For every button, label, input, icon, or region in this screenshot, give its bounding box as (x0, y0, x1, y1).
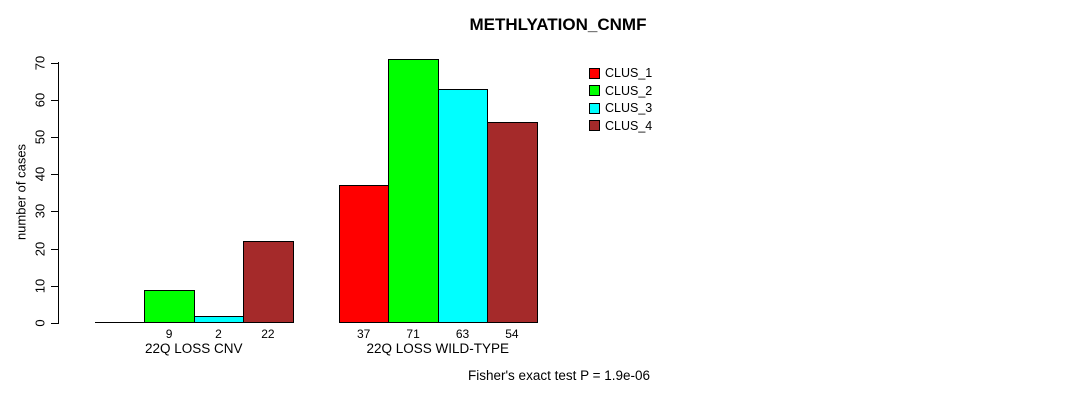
bar-value-label: 9 (165, 327, 173, 341)
legend-item: CLUS_4 (589, 119, 652, 133)
bar-clus_4 (487, 122, 538, 323)
y-tick-label: 40 (32, 166, 48, 182)
legend-item: CLUS_2 (589, 84, 652, 98)
y-tick (51, 286, 58, 287)
y-tick-label: 0 (32, 319, 48, 327)
group-label: 22Q LOSS CNV (145, 341, 243, 356)
bar-clus_1 (95, 322, 145, 323)
legend-label: CLUS_3 (605, 101, 653, 115)
y-tick-label: 10 (32, 278, 48, 294)
footnote: Fisher's exact test P = 1.9e-06 (467, 368, 651, 383)
y-tick-label: 70 (32, 55, 48, 71)
y-tick (51, 211, 58, 212)
bar-value-label: 71 (406, 327, 420, 341)
bar-clus_1 (339, 185, 389, 323)
bar-clus_2 (388, 59, 439, 323)
legend-swatch (589, 120, 600, 131)
legend-swatch (589, 102, 600, 114)
bar-clus_2 (144, 290, 195, 323)
y-tick (51, 137, 58, 138)
bar-value-label: 2 (215, 327, 222, 341)
bar-clus_4 (243, 241, 294, 323)
group-label: 22Q LOSS WILD-TYPE (366, 341, 510, 356)
legend-item: CLUS_3 (589, 101, 652, 115)
bar-value-label: 37 (357, 327, 371, 341)
bar-value-label: 54 (505, 327, 519, 341)
y-tick (51, 100, 58, 101)
chart-title: METHLYATION_CNMF (469, 15, 647, 34)
y-axis-label: number of cases (13, 143, 29, 241)
legend-swatch (589, 67, 600, 79)
bar-value-label: 63 (455, 327, 470, 341)
y-tick (51, 249, 58, 250)
legend-swatch (589, 85, 600, 96)
y-tick (51, 63, 58, 64)
legend-label: CLUS_1 (605, 66, 653, 80)
y-tick-label: 20 (32, 241, 48, 257)
legend: CLUS_1 CLUS_2 CLUS_3 CLUS_4 (589, 66, 652, 133)
y-tick-label: 30 (32, 203, 48, 219)
bar-value-label: 22 (261, 327, 275, 341)
y-tick (51, 323, 58, 324)
y-axis-line (58, 62, 59, 324)
legend-label: CLUS_2 (605, 83, 653, 98)
bar-clus_3 (438, 89, 488, 323)
legend-label: CLUS_4 (605, 118, 653, 133)
legend-item: CLUS_1 (589, 66, 652, 80)
y-tick (51, 174, 58, 175)
y-tick-label: 60 (32, 92, 48, 108)
y-tick-label: 50 (32, 129, 48, 145)
bar-clus_3 (194, 316, 244, 323)
